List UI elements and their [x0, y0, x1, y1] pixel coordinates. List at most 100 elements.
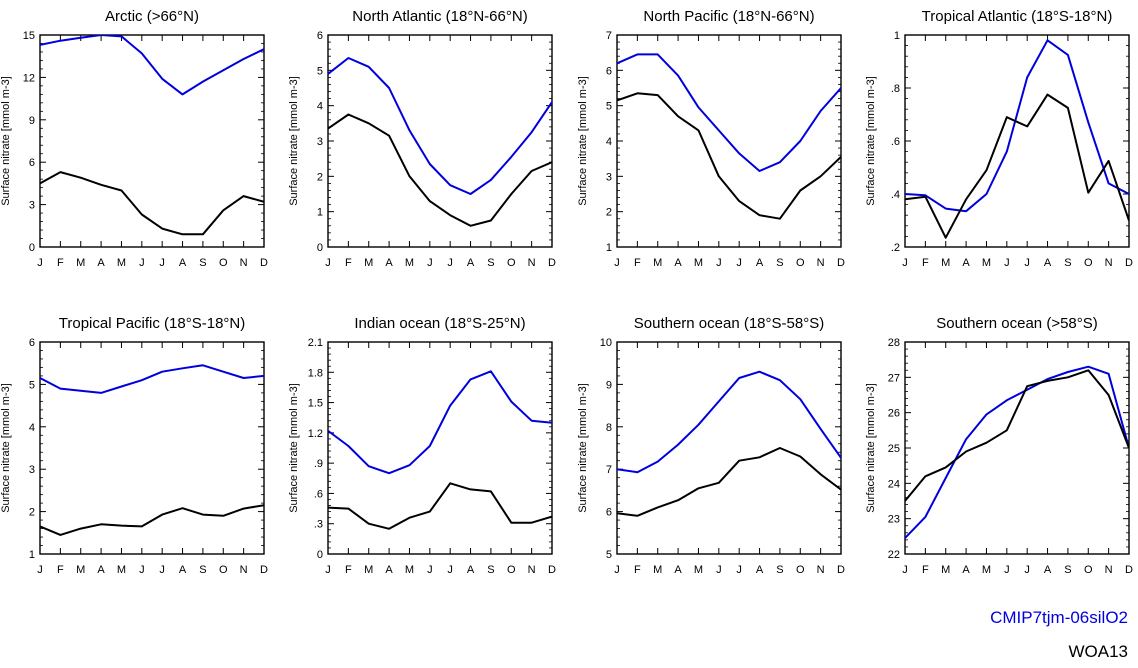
- y-tick-label: 9: [29, 115, 35, 127]
- x-tick-label: A: [962, 564, 970, 576]
- y-tick-label: 0: [29, 242, 35, 254]
- x-tick-label: M: [982, 564, 991, 576]
- y-tick-label: 0: [317, 242, 323, 254]
- y-tick-label: 7: [606, 30, 612, 42]
- x-tick-label: F: [57, 564, 64, 576]
- plot-frame: [39, 341, 265, 555]
- model-series-line: [328, 57, 552, 195]
- plot-frame: [616, 341, 842, 555]
- y-tick-label: .6: [314, 488, 323, 500]
- x-tick-label: J: [614, 257, 620, 269]
- y-tick-label: .4: [891, 189, 900, 201]
- x-tick-label: M: [653, 564, 662, 576]
- x-tick-label: F: [922, 564, 929, 576]
- model-series-line: [328, 370, 552, 475]
- plot-frame: [327, 34, 553, 248]
- y-tick-label: 6: [29, 337, 35, 349]
- x-tick-label: S: [1064, 257, 1071, 269]
- x-tick-label: M: [694, 564, 703, 576]
- x-tick-label: N: [240, 257, 248, 269]
- y-tick-label: 3: [606, 171, 612, 183]
- y-axis-label: Surface nitrate [mmol m-3]: [577, 383, 589, 513]
- y-tick-label: 7: [606, 464, 612, 476]
- x-tick-label: M: [364, 257, 373, 269]
- x-tick-label: J: [1004, 257, 1010, 269]
- y-tick-label: 8: [606, 422, 612, 434]
- panel-8: Southern ocean (>58°S) Surface nitrate [m…: [865, 315, 1133, 576]
- y-tick-label: 6: [29, 157, 35, 169]
- x-tick-label: J: [159, 257, 165, 269]
- x-tick-label: S: [776, 257, 783, 269]
- y-tick-label: 1: [317, 207, 323, 219]
- model-series-line: [617, 370, 841, 474]
- y-tick-label: 4: [29, 422, 35, 434]
- y-tick-label: 12: [23, 72, 35, 84]
- y-tick-label: 9: [606, 379, 612, 391]
- x-tick-label: J: [447, 564, 453, 576]
- y-axis-label: Surface nitrate [mmol m-3]: [577, 76, 589, 206]
- y-tick-label: .6: [891, 136, 900, 148]
- panel-title: North Atlantic (18°N-66°N): [352, 8, 527, 25]
- x-tick-label: M: [941, 257, 950, 269]
- x-tick-label: D: [1125, 564, 1133, 576]
- y-tick-label: 3: [317, 136, 323, 148]
- y-tick-label: 2.1: [308, 337, 323, 349]
- x-tick-label: J: [1024, 564, 1030, 576]
- x-tick-label: S: [776, 564, 783, 576]
- y-tick-label: 2: [606, 207, 612, 219]
- y-tick-label: 5: [29, 379, 35, 391]
- x-tick-label: J: [159, 564, 165, 576]
- x-tick-label: O: [219, 564, 228, 576]
- x-tick-label: O: [796, 564, 805, 576]
- y-tick-label: 24: [888, 478, 900, 490]
- x-tick-label: J: [325, 257, 331, 269]
- x-tick-label: M: [941, 564, 950, 576]
- y-tick-label: 2: [317, 171, 323, 183]
- x-tick-label: A: [467, 564, 475, 576]
- y-tick-label: 6: [606, 507, 612, 519]
- y-tick-label: .3: [314, 519, 323, 531]
- y-tick-label: 1: [29, 549, 35, 561]
- panel-7: Southern ocean (18°S-58°S) Surface nitrat…: [577, 315, 845, 576]
- x-tick-label: J: [139, 564, 145, 576]
- panel-title: Tropical Pacific (18°S-18°N): [59, 315, 246, 332]
- x-tick-label: O: [507, 257, 516, 269]
- y-tick-label: 3: [29, 200, 35, 212]
- obs-series-line: [905, 369, 1129, 502]
- model-series-line: [40, 364, 264, 394]
- panel-title: North Pacific (18°N-66°N): [643, 8, 814, 25]
- x-tick-label: A: [962, 257, 970, 269]
- x-tick-label: A: [756, 564, 764, 576]
- x-tick-label: J: [1004, 564, 1010, 576]
- panel-title: Tropical Atlantic (18°S-18°N): [922, 8, 1113, 25]
- x-tick-label: A: [97, 564, 105, 576]
- x-tick-label: J: [37, 257, 43, 269]
- x-tick-label: A: [467, 257, 475, 269]
- x-tick-label: F: [57, 257, 64, 269]
- x-tick-label: M: [76, 257, 85, 269]
- x-tick-label: S: [487, 257, 494, 269]
- x-tick-label: M: [117, 564, 126, 576]
- x-tick-label: N: [1105, 257, 1113, 269]
- y-tick-label: 28: [888, 337, 900, 349]
- x-tick-label: F: [922, 257, 929, 269]
- x-tick-label: D: [548, 564, 556, 576]
- x-tick-label: J: [716, 257, 722, 269]
- x-tick-label: D: [260, 564, 268, 576]
- y-tick-label: 2: [29, 507, 35, 519]
- obs-series-line: [328, 482, 552, 530]
- obs-series-line: [40, 171, 264, 236]
- y-tick-label: 0: [317, 549, 323, 561]
- x-tick-label: O: [796, 257, 805, 269]
- y-tick-label: 6: [606, 65, 612, 77]
- x-tick-label: A: [756, 257, 764, 269]
- panel-4: Tropical Atlantic (18°S-18°N) Surface nit…: [865, 8, 1133, 269]
- y-tick-label: .9: [314, 458, 323, 470]
- y-tick-label: 4: [317, 101, 323, 113]
- x-tick-label: A: [179, 257, 187, 269]
- x-tick-label: M: [364, 564, 373, 576]
- x-tick-label: D: [1125, 257, 1133, 269]
- x-tick-label: N: [817, 564, 825, 576]
- x-tick-label: O: [1084, 564, 1093, 576]
